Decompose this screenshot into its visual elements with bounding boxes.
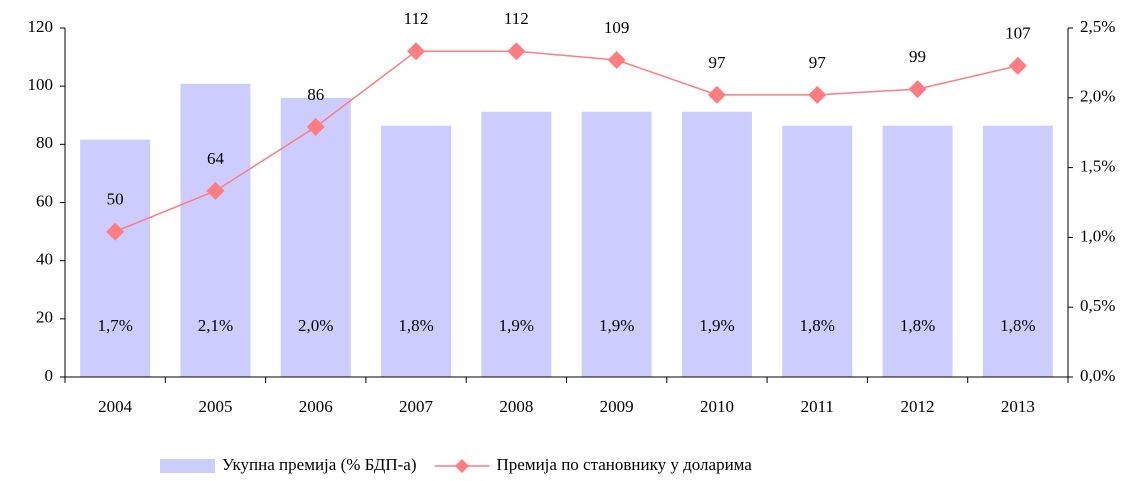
y2-tick-label: 1,0% — [1080, 226, 1115, 245]
line-value-label: 107 — [1005, 24, 1031, 43]
y-tick-label: 80 — [36, 133, 53, 152]
x-tick-label: 2007 — [399, 397, 434, 416]
bar — [982, 125, 1053, 377]
bar-value-label: 2,1% — [198, 316, 233, 335]
line-marker — [206, 181, 225, 200]
y-tick-label: 60 — [36, 191, 53, 210]
line-value-label: 112 — [404, 9, 429, 28]
y-tick-label: 120 — [28, 17, 54, 36]
bar-value-label: 1,8% — [398, 316, 433, 335]
legend-label: Укупна премија (% БДП-а) — [222, 455, 417, 474]
line-marker — [507, 42, 526, 61]
bar-value-label: 1,9% — [699, 316, 734, 335]
bar — [180, 83, 251, 377]
bar — [381, 125, 452, 377]
bar — [882, 125, 953, 377]
line-value-label: 97 — [708, 53, 726, 72]
bar-value-label: 2,0% — [298, 316, 333, 335]
bar — [280, 97, 351, 378]
y-tick-label: 20 — [36, 308, 53, 327]
line-marker — [106, 222, 125, 241]
bar-value-label: 1,9% — [499, 316, 534, 335]
y2-tick-label: 0,0% — [1080, 366, 1115, 385]
line — [114, 50, 1019, 233]
line-value-label: 86 — [307, 85, 324, 104]
y2-tick-label: 1,5% — [1080, 157, 1115, 176]
bar — [782, 125, 853, 377]
line-marker — [607, 50, 626, 69]
line-marker — [407, 42, 426, 61]
x-tick-label: 2012 — [901, 397, 935, 416]
y-tick-label: 100 — [28, 75, 54, 94]
x-tick-label: 2010 — [700, 397, 734, 416]
line-value-label: 64 — [207, 149, 225, 168]
y2-tick-label: 0,5% — [1080, 296, 1115, 315]
bar-value-label: 1,8% — [1000, 316, 1035, 335]
line-value-label: 109 — [604, 18, 630, 37]
legend-marker — [455, 459, 469, 473]
line-value-label: 99 — [909, 47, 926, 66]
bar-value-label: 1,9% — [599, 316, 634, 335]
bar — [581, 111, 652, 377]
bar-value-label: 1,8% — [900, 316, 935, 335]
bar — [80, 139, 151, 377]
bar-value-label: 1,8% — [800, 316, 835, 335]
bar-value-label: 1,7% — [97, 316, 132, 335]
y2-tick-label: 2,5% — [1080, 17, 1115, 36]
line-marker — [808, 85, 827, 104]
line-marker — [908, 80, 927, 99]
x-tick-label: 2009 — [600, 397, 634, 416]
x-tick-label: 2005 — [198, 397, 232, 416]
x-tick-label: 2011 — [801, 397, 834, 416]
legend-label: Премија по становнику у доларима — [497, 455, 753, 474]
x-tick-label: 2013 — [1001, 397, 1035, 416]
y-tick-label: 0 — [45, 366, 54, 385]
line-marker — [1008, 56, 1027, 75]
line-value-label: 97 — [809, 53, 827, 72]
line-marker — [306, 117, 325, 136]
x-tick-label: 2006 — [299, 397, 333, 416]
x-tick-label: 2008 — [499, 397, 533, 416]
y2-tick-label: 2,0% — [1080, 87, 1115, 106]
line-marker — [707, 85, 726, 104]
line-value-label: 50 — [107, 189, 124, 208]
bar — [681, 111, 752, 377]
x-tick-label: 2004 — [98, 397, 133, 416]
y-tick-label: 40 — [36, 250, 53, 269]
legend-swatch — [160, 459, 215, 473]
bar — [481, 111, 552, 377]
line-value-label: 112 — [504, 9, 529, 28]
